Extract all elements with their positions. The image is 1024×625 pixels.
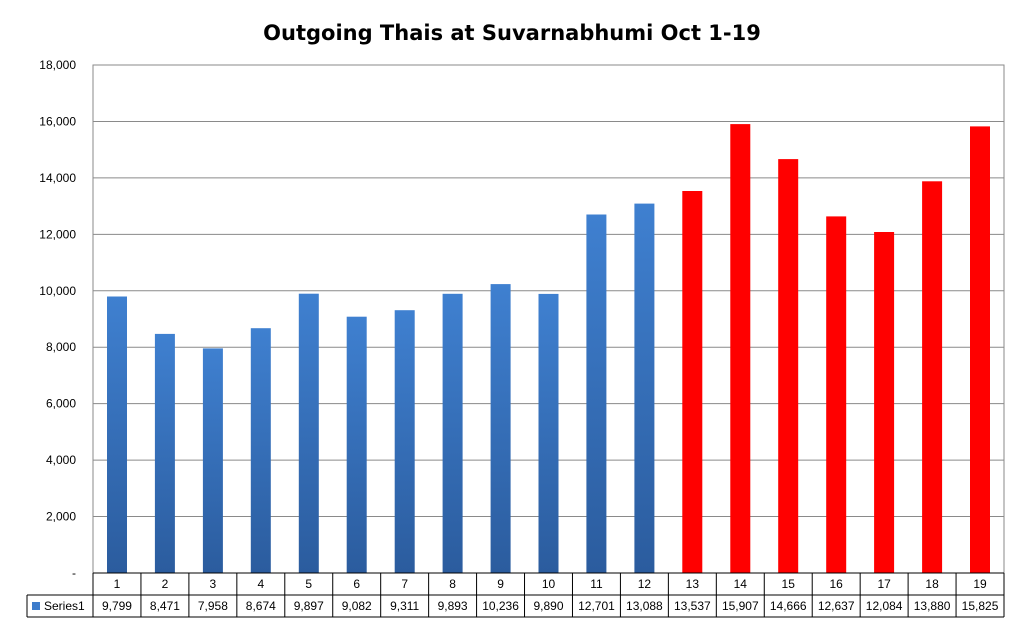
- x-tick-label: 12: [638, 577, 652, 591]
- bar: [826, 216, 847, 573]
- bar: [778, 159, 799, 573]
- bar: [490, 284, 511, 573]
- bar: [922, 181, 943, 574]
- data-value-label: 9,311: [390, 599, 419, 613]
- legend-swatch: [32, 602, 40, 610]
- x-tick-label: 13: [686, 577, 700, 591]
- bar: [154, 333, 175, 573]
- data-value-label: 15,825: [962, 599, 999, 613]
- data-value-label: 8,471: [150, 599, 180, 613]
- x-tick-label: 7: [401, 577, 408, 591]
- bar: [298, 293, 319, 573]
- bar: [346, 316, 367, 573]
- data-value-label: 9,893: [438, 599, 468, 613]
- gridlines: [92, 64, 1005, 573]
- x-tick-label: 8: [449, 577, 456, 591]
- y-tick-label: 4,000: [46, 453, 76, 467]
- bar: [394, 310, 415, 573]
- x-tick-label: 3: [210, 577, 217, 591]
- data-value-label: 9,799: [102, 599, 132, 613]
- data-value-label: 13,880: [914, 599, 951, 613]
- x-tick-label: 4: [257, 577, 264, 591]
- x-tick-label: 16: [830, 577, 844, 591]
- y-tick-label: 18,000: [39, 58, 76, 72]
- y-tick-label: 16,000: [39, 114, 76, 128]
- y-tick-label: 8,000: [46, 340, 76, 354]
- x-tick-label: 18: [925, 577, 939, 591]
- data-value-label: 10,236: [482, 599, 519, 613]
- bar: [202, 348, 223, 573]
- data-value-label: 14,666: [770, 599, 807, 613]
- x-tick-label: 6: [353, 577, 360, 591]
- y-tick-label: 10,000: [39, 284, 76, 298]
- bar: [442, 293, 463, 573]
- y-axis-ticks: - 2,000 4,000 6,000 8,000 10,000 12,000 14,000 1…: [39, 58, 76, 580]
- y-tick-label: 2,000: [46, 510, 76, 524]
- bar: [586, 214, 607, 573]
- bar: [634, 203, 655, 573]
- bar: [250, 328, 271, 573]
- data-value-label: 12,637: [818, 599, 855, 613]
- chart-title: Outgoing Thais at Suvarnabhumi Oct 1-19: [263, 21, 761, 45]
- bar: [874, 232, 895, 573]
- bars: [107, 124, 990, 574]
- bar: [970, 126, 990, 574]
- x-tick-label: 1: [114, 577, 121, 591]
- x-tick-label: 19: [973, 577, 987, 591]
- x-tick-label: 11: [590, 577, 603, 591]
- x-tick-label: 9: [497, 577, 504, 591]
- data-value-label: 9,897: [294, 599, 324, 613]
- bar: [107, 296, 127, 573]
- data-value-label: 13,537: [674, 599, 711, 613]
- data-value-label: 7,958: [198, 599, 228, 613]
- data-value-label: 12,084: [866, 599, 903, 613]
- bar: [682, 191, 703, 573]
- y-tick-label: 14,000: [39, 171, 76, 185]
- y-tick-label: -: [72, 566, 76, 580]
- data-table: 1 9,799 2 8,471 3 7,958 4 8,674 5 9,897 6 9,082 7 9,3…: [26, 572, 1005, 618]
- data-value-label: 9,890: [533, 599, 563, 613]
- x-tick-label: 14: [734, 577, 748, 591]
- legend-series-name: Series1: [44, 599, 85, 613]
- bar: [730, 124, 751, 573]
- plot-frame: [92, 64, 1005, 573]
- x-tick-label: 5: [305, 577, 312, 591]
- y-tick-label: 12,000: [39, 227, 76, 241]
- bar: [538, 293, 559, 573]
- data-value-label: 8,674: [246, 599, 276, 613]
- x-tick-label: 17: [877, 577, 891, 591]
- data-value-label: 12,701: [578, 599, 615, 613]
- x-tick-label: 2: [162, 577, 169, 591]
- data-value-label: 9,082: [342, 599, 372, 613]
- data-value-label: 15,907: [722, 599, 759, 613]
- data-value-label: 13,088: [626, 599, 663, 613]
- x-tick-label: 15: [782, 577, 796, 591]
- y-tick-label: 6,000: [46, 397, 76, 411]
- x-tick-label: 10: [542, 577, 556, 591]
